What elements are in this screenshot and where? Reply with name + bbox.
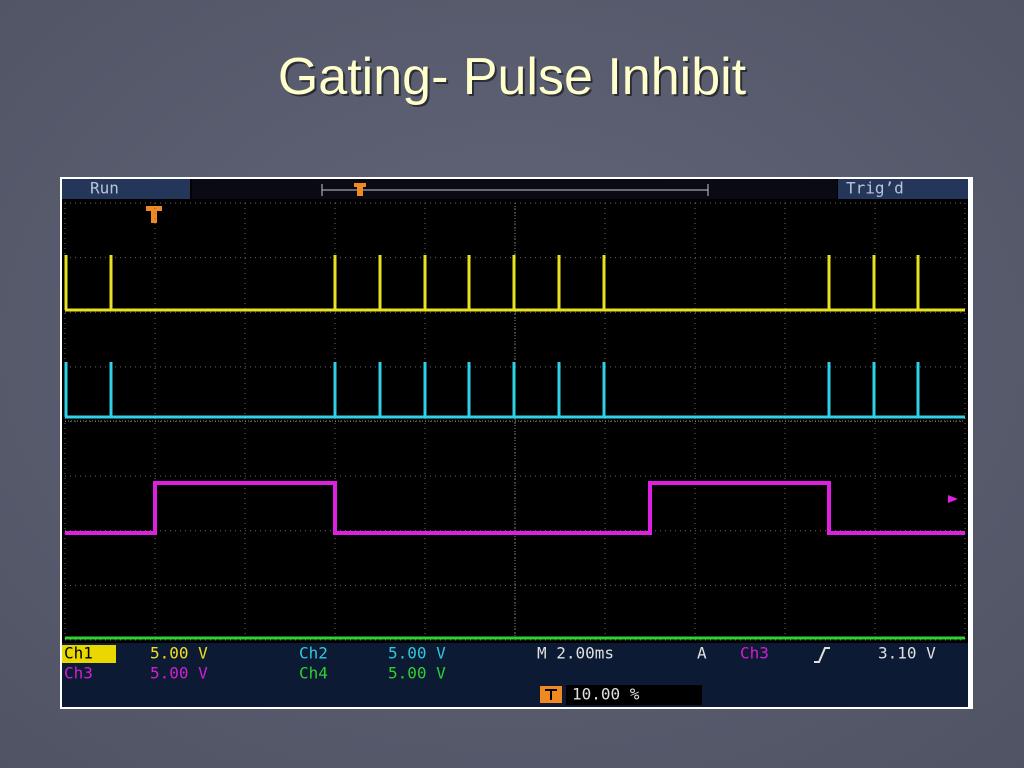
- trigger-pos-box: [566, 685, 702, 705]
- trigger-pos-icon-t: [545, 689, 557, 700]
- title-shadow: Gating- Pulse Inhibit: [280, 50, 749, 108]
- status-box: [62, 179, 190, 199]
- record-bar: [192, 179, 837, 199]
- oscilloscope: Run Trig’d Ch1 5.00 V Ch2 5.00 V M 2.00m…: [60, 177, 973, 709]
- ch2-scale: 5.00 V: [388, 644, 446, 663]
- readout-panel: [62, 643, 968, 707]
- trigger-level-marker: [948, 495, 958, 503]
- ch1-name: Ch1: [64, 644, 93, 663]
- ch3-scale: 5.00 V: [150, 664, 208, 683]
- ch1-trace: [64, 255, 965, 312]
- trig-box: [838, 179, 968, 199]
- ch4-name: Ch4: [299, 664, 328, 683]
- traces: [64, 255, 965, 640]
- trigger-source: Ch3: [740, 644, 769, 663]
- ch2-name: Ch2: [299, 644, 328, 663]
- status: Run: [90, 179, 119, 198]
- ch3-trace: [65, 481, 965, 535]
- ch1-scale: 5.00 V: [150, 644, 208, 663]
- trigger-mode: A: [697, 644, 707, 663]
- ch4-scale: 5.00 V: [388, 664, 446, 683]
- slope-icon: [814, 647, 830, 663]
- trigger-state: Trig’d: [846, 179, 904, 198]
- record-window: [321, 184, 709, 196]
- timebase: M 2.00ms: [537, 644, 614, 663]
- ch2-trace: [64, 362, 965, 419]
- ch1-label-bg: [62, 645, 116, 663]
- trigger-position: 10.00 %: [572, 685, 640, 704]
- trigger-marker: [146, 206, 162, 223]
- trigger-marker-top: [354, 183, 366, 196]
- slide-title: Gating- Pulse Inhibit: [278, 48, 747, 106]
- trigger-level: 3.10 V: [878, 644, 936, 663]
- ch3-name: Ch3: [64, 664, 93, 683]
